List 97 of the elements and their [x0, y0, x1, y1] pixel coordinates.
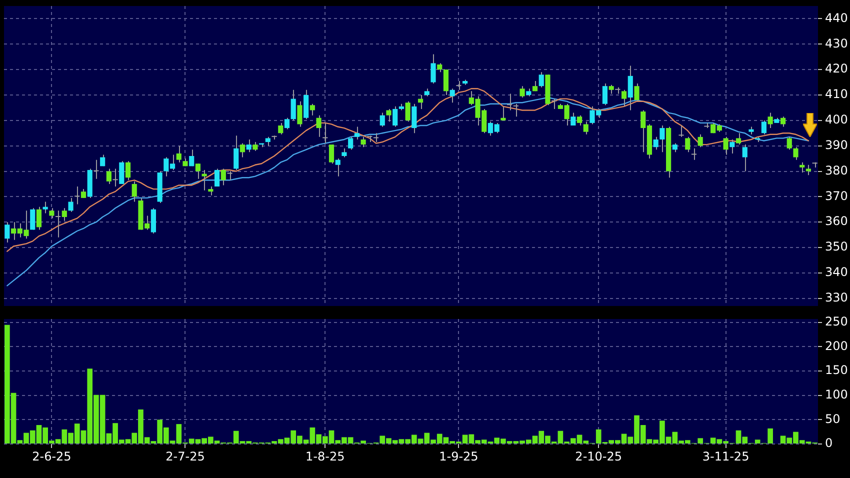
candlestick [4, 222, 10, 243]
candlestick [621, 89, 627, 107]
candlestick [507, 93, 512, 111]
candlestick [780, 116, 786, 128]
y-tick-label: 340 [825, 265, 848, 280]
candlestick [246, 138, 252, 153]
y-tick-label: 430 [825, 36, 848, 50]
candlestick [392, 106, 398, 128]
x-tick-label: 3-11-25 [702, 449, 750, 464]
y-tick-label: 150 [825, 363, 848, 378]
candlestick [634, 83, 640, 102]
candlestick [360, 136, 366, 148]
y-tick-label: 380 [825, 163, 848, 178]
candlestick [150, 208, 156, 234]
candlestick [418, 94, 424, 110]
candlestick [430, 54, 436, 84]
candlestick [761, 120, 766, 135]
candlestick [328, 144, 334, 164]
candlestick [513, 103, 518, 118]
candlestick [386, 108, 392, 122]
candlestick [42, 201, 48, 214]
candlestick [49, 208, 54, 219]
candlestick [698, 134, 703, 148]
candlestick [36, 206, 42, 230]
candlestick [628, 65, 633, 111]
candlestick [202, 169, 207, 191]
candlestick [602, 83, 608, 106]
candlestick [335, 158, 340, 177]
candlestick [793, 146, 798, 160]
candlestick [412, 103, 417, 134]
x-tick-label: 1-8-25 [306, 449, 345, 464]
candlestick [691, 148, 697, 160]
y-tick-label: 200 [825, 338, 848, 353]
candlestick [125, 160, 131, 181]
candlestick [806, 164, 812, 176]
candlestick [176, 145, 182, 163]
candlestick [450, 88, 455, 104]
candlestick [132, 180, 137, 202]
candlestick [570, 112, 576, 126]
candlestick [730, 138, 735, 154]
candlestick [316, 114, 322, 138]
candlestick [583, 121, 588, 135]
x-tick-label: 1-9-25 [439, 449, 478, 464]
candlestick [56, 210, 61, 238]
candlestick [297, 100, 302, 128]
x-tick-label: 2-7-25 [166, 449, 205, 464]
candlestick [290, 89, 296, 121]
candlestick [552, 98, 557, 110]
y-tick-label: 360 [825, 214, 848, 228]
y-tick-label: 100 [825, 387, 848, 402]
y-tick-label: 410 [825, 87, 848, 102]
candlestick [742, 144, 748, 172]
y-tick-label: 370 [825, 188, 848, 203]
candlestick [94, 159, 99, 180]
candlestick [240, 142, 246, 158]
candlestick [800, 162, 805, 174]
candlestick [284, 117, 290, 130]
candlestick [348, 136, 354, 150]
candlestick [68, 197, 74, 212]
candlestick [380, 112, 385, 128]
y-tick-label: 400 [825, 112, 848, 127]
candlestick [278, 122, 284, 135]
y-tick-label: 50 [825, 412, 840, 426]
candlestick [443, 69, 449, 96]
candlestick [538, 72, 544, 88]
y-tick-label: 390 [825, 138, 848, 152]
y-tick-label: 440 [825, 10, 848, 25]
candlestick [786, 136, 792, 150]
candlestick [214, 168, 220, 188]
candlestick [234, 135, 239, 170]
candlestick [405, 100, 410, 122]
candlestick [768, 112, 773, 129]
candlestick [520, 86, 525, 98]
candlestick [322, 122, 328, 144]
candlestick [685, 136, 690, 153]
candlestick [660, 124, 665, 153]
candlestick [310, 103, 315, 116]
candlestick [736, 132, 742, 146]
y-tick-label: 420 [825, 62, 848, 76]
x-tick-label: 2-10-25 [575, 449, 622, 464]
candlestick [354, 126, 360, 140]
candlestick [189, 149, 194, 167]
candlestick [195, 163, 201, 180]
candlestick [678, 124, 684, 138]
candlestick [304, 89, 309, 120]
x-tick-label: 2-6-25 [32, 449, 72, 464]
candlestick [74, 186, 80, 205]
candlestick [576, 114, 582, 126]
candlestick [30, 208, 36, 230]
y-tick-label: 250 [825, 314, 848, 329]
y-tick-label: 350 [825, 240, 848, 254]
candlestick [653, 136, 658, 150]
candlestick [112, 168, 118, 188]
y-tick-label: 330 [825, 290, 848, 304]
candlestick [723, 136, 728, 156]
candlestick [500, 106, 506, 121]
y-tick-label: 0 [825, 436, 833, 450]
